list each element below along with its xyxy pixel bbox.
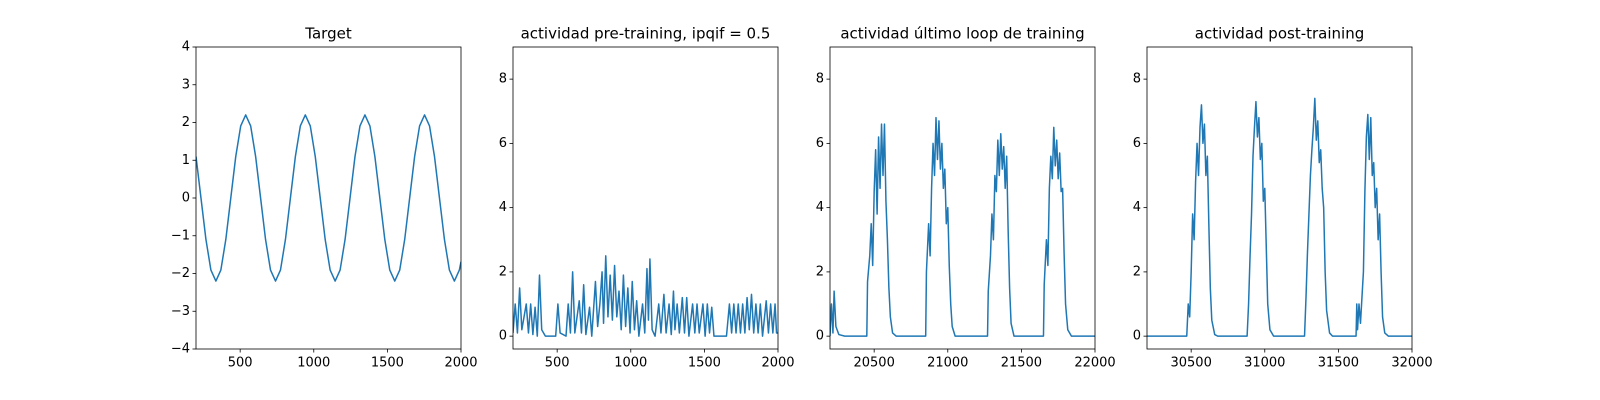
x-tick-label: 21500 [1001,356,1042,371]
x-tick-label: 32000 [1391,356,1432,371]
y-tick-label: 2 [816,264,824,279]
subplot-title: actividad post-training [1195,25,1364,43]
subplot-title: Target [304,25,352,43]
y-tick-label: 2 [1133,264,1141,279]
x-tick-label: 31500 [1318,356,1359,371]
x-tick-label: 20500 [853,356,894,371]
x-tick-label: 500 [545,356,570,371]
subplot-title: actividad último loop de training [840,25,1084,43]
data-line [830,116,1095,337]
data-line [1147,97,1412,337]
axes-frame [829,46,1096,350]
y-tick-label: 0 [499,329,507,344]
axes-frame [512,46,779,350]
y-tick-label: −4 [171,342,190,357]
y-tick-label: 6 [816,136,824,151]
x-tick-label: 30500 [1170,356,1211,371]
y-tick-label: −3 [171,304,190,319]
y-tick-label: 4 [816,200,824,215]
y-tick-label: −2 [171,266,190,281]
y-tick-label: −1 [171,228,190,243]
y-tick-label: 1 [182,153,190,168]
x-tick-label: 1000 [614,356,647,371]
x-tick-label: 22000 [1074,356,1115,371]
y-tick-label: 6 [1133,136,1141,151]
x-tick-label: 2000 [761,356,794,371]
data-line [196,114,461,282]
y-tick-label: 2 [182,115,190,130]
x-tick-label: 21000 [927,356,968,371]
y-tick-label: 2 [499,264,507,279]
subplot-title: actividad pre-training, ipqif = 0.5 [521,25,771,43]
axes-frame [1146,46,1413,350]
y-tick-label: 0 [1133,329,1141,344]
y-tick-label: 3 [182,77,190,92]
y-tick-label: 4 [182,40,190,55]
axes-frame [195,46,462,350]
x-tick-label: 31000 [1244,356,1285,371]
y-tick-label: 0 [816,329,824,344]
y-tick-label: 8 [816,72,824,87]
x-tick-label: 1500 [371,356,404,371]
y-tick-label: 8 [499,72,507,87]
y-tick-label: 6 [499,136,507,151]
y-tick-label: 8 [1133,72,1141,87]
x-tick-label: 1000 [297,356,330,371]
x-tick-label: 1500 [688,356,721,371]
y-tick-label: 0 [182,191,190,206]
data-line [513,255,778,337]
x-tick-label: 2000 [444,356,477,371]
y-tick-label: 4 [499,200,507,215]
y-tick-label: 4 [1133,200,1141,215]
x-tick-label: 500 [228,356,253,371]
